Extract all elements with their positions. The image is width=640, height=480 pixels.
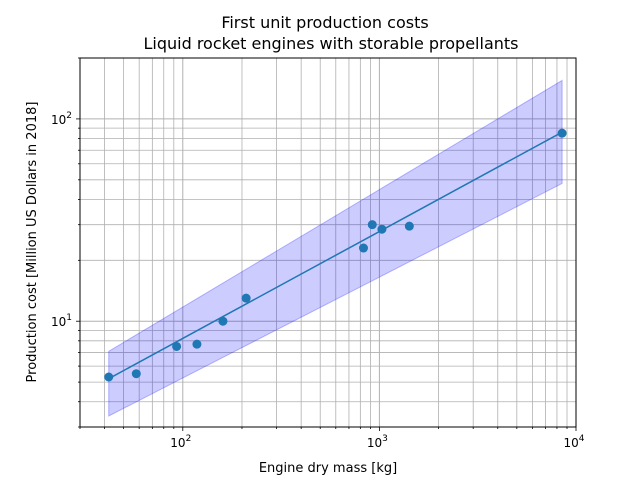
data-point	[131, 369, 141, 379]
y-axis-label: Production cost [Million US Dollars in 2…	[25, 102, 40, 383]
data-point	[367, 220, 377, 230]
grid-lines	[79, 57, 577, 428]
x-axis-ticks: 102 103 104	[79, 427, 585, 450]
data-point	[192, 339, 202, 349]
chart-title: First unit production costs	[221, 13, 428, 32]
data-point	[104, 372, 114, 382]
x-tick-label: 102	[170, 434, 191, 450]
x-tick-label: 103	[367, 434, 388, 450]
y-tick-label: 101	[51, 313, 72, 329]
plot-frame	[79, 57, 577, 428]
chart-subtitle: Liquid rocket engines with storable prop…	[143, 34, 518, 53]
confidence-band	[108, 79, 563, 417]
x-axis-label: Engine dry mass [kg]	[259, 461, 397, 476]
fit-line	[108, 131, 563, 380]
data-point	[172, 341, 182, 351]
data-points	[104, 128, 567, 382]
y-axis-ticks: 101 102	[51, 57, 80, 428]
data-point	[557, 128, 567, 138]
data-point	[241, 293, 251, 303]
data-point	[218, 316, 228, 326]
x-tick-label: 104	[563, 434, 584, 450]
data-point	[358, 243, 368, 253]
fit-line-path	[108, 131, 563, 380]
data-point	[404, 221, 414, 231]
data-point	[377, 224, 387, 234]
confidence-band-area	[108, 79, 563, 417]
y-tick-label: 102	[51, 111, 72, 127]
